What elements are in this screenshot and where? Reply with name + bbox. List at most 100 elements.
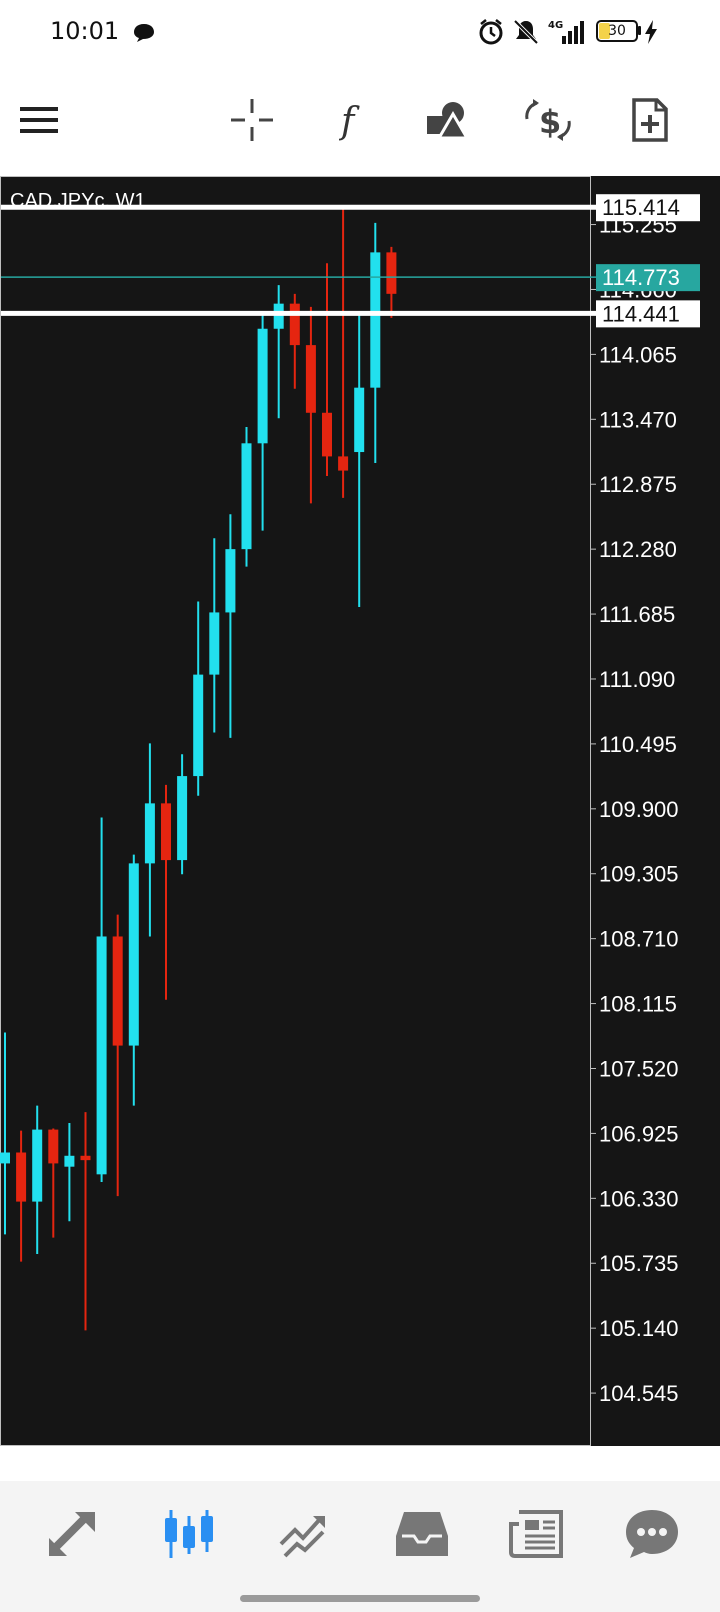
trade-nav-icon: [279, 1516, 325, 1558]
charging-icon: [645, 20, 657, 44]
price-tick-label: 113.470: [599, 407, 677, 432]
price-tick-label: 106.925: [599, 1121, 679, 1146]
nav-news[interactable]: [502, 1499, 572, 1569]
candle: [112, 914, 123, 1197]
candle-body: [305, 345, 316, 413]
current-price-tag: 114.773: [596, 264, 700, 292]
candle: [370, 222, 381, 463]
crosshair-icon: [231, 99, 273, 141]
candle-body: [370, 252, 381, 388]
candle: [193, 601, 204, 796]
candle: [386, 246, 397, 318]
svg-text:$: $: [539, 103, 561, 141]
horizontal-line-2-tag: 114.441: [596, 300, 700, 328]
nav-chart[interactable]: [154, 1499, 224, 1569]
new-order-button[interactable]: [620, 90, 680, 150]
objects-button[interactable]: [417, 90, 477, 150]
indicators-button[interactable]: f: [324, 90, 384, 150]
candle-body: [225, 549, 236, 613]
candle: [48, 1128, 59, 1238]
home-indicator: [240, 1595, 480, 1602]
status-bar: 10:01 4G 30: [0, 0, 720, 66]
candles-group: [0, 206, 397, 1331]
candle-body: [241, 443, 252, 550]
candle: [338, 206, 349, 498]
candle-body: [386, 252, 397, 294]
candle: [354, 312, 365, 607]
price-tick-label: 112.875: [599, 472, 677, 497]
crosshair-button[interactable]: [222, 90, 282, 150]
new-order-icon: [632, 98, 668, 142]
candle: [289, 293, 300, 389]
candle: [80, 1112, 91, 1331]
trade-button[interactable]: $: [518, 90, 578, 150]
candle-body: [16, 1152, 27, 1202]
candle-body: [128, 863, 139, 1046]
price-tick-label: 111.685: [599, 602, 675, 627]
candle-body: [273, 303, 284, 329]
horizontal-line-2-label: 114.441: [602, 301, 680, 326]
candle-body: [289, 303, 300, 346]
candle-body: [161, 803, 171, 861]
price-tick-label: 105.140: [599, 1316, 679, 1341]
nav-quotes[interactable]: [38, 1499, 108, 1569]
candle-body: [193, 674, 204, 777]
history-icon: [396, 1512, 448, 1556]
nav-history[interactable]: [387, 1499, 457, 1569]
candle: [144, 743, 155, 937]
candle-body: [257, 328, 268, 444]
candle-body: [0, 1152, 10, 1164]
news-icon: [509, 1510, 563, 1558]
chart-icon: [165, 1510, 213, 1558]
price-tick-label: 109.305: [599, 862, 679, 887]
candle: [64, 1123, 75, 1222]
candle: [322, 263, 332, 477]
price-tick-label: 104.545: [599, 1381, 679, 1406]
mute-icon: [513, 19, 539, 45]
candle-body: [338, 456, 349, 471]
price-tick-label: 105.735: [599, 1251, 679, 1276]
candle: [241, 426, 252, 567]
objects-icon: [427, 102, 469, 140]
price-tick-label: 106.330: [599, 1186, 679, 1211]
messages-icon: [626, 1510, 678, 1558]
bottom-navigation: [0, 1481, 720, 1612]
chat-bubble-icon: [134, 24, 154, 42]
candle: [0, 1032, 10, 1235]
candle: [209, 538, 220, 733]
candle-body: [112, 936, 123, 1046]
price-tick-label: 111.090: [599, 667, 675, 692]
menu-icon: [20, 107, 58, 133]
candle: [257, 312, 268, 531]
nav-trade[interactable]: [270, 1499, 340, 1569]
candle-body: [177, 776, 188, 861]
candlestick-chart[interactable]: 115.255114.660114.065113.470112.875112.2…: [0, 176, 720, 1446]
date-label: 7 Sep 2025: [21, 1448, 134, 1473]
candle: [177, 754, 188, 875]
price-tick-label: 107.520: [599, 1056, 679, 1081]
quotes-icon: [49, 1512, 95, 1556]
menu-button[interactable]: [9, 90, 69, 150]
price-lines: 114.773 115.414 114.441: [1, 194, 700, 328]
candle-body: [209, 612, 220, 675]
candle: [32, 1105, 43, 1254]
signal-icon: 4G: [548, 20, 584, 44]
candle-body: [80, 1155, 91, 1161]
candle-body: [322, 412, 332, 457]
price-tick-label: 108.710: [599, 927, 679, 952]
candle: [128, 854, 139, 1106]
date-label: 30 Nov 2025: [214, 1448, 339, 1473]
indicators-icon: f: [339, 101, 360, 141]
chart-toolbar: f $: [0, 66, 720, 176]
status-time: 10:01: [50, 17, 120, 45]
price-tick-label: 108.115: [599, 992, 677, 1017]
nav-messages[interactable]: [617, 1499, 687, 1569]
candle-body: [64, 1155, 75, 1167]
svg-text:4G: 4G: [548, 20, 563, 31]
candle-body: [354, 387, 365, 453]
candle-body: [144, 803, 155, 864]
candle: [273, 285, 284, 419]
chart-area[interactable]: 115.255114.660114.065113.470112.875112.2…: [0, 176, 720, 1473]
price-tick-label: 112.280: [599, 537, 677, 562]
candle: [16, 1130, 27, 1262]
